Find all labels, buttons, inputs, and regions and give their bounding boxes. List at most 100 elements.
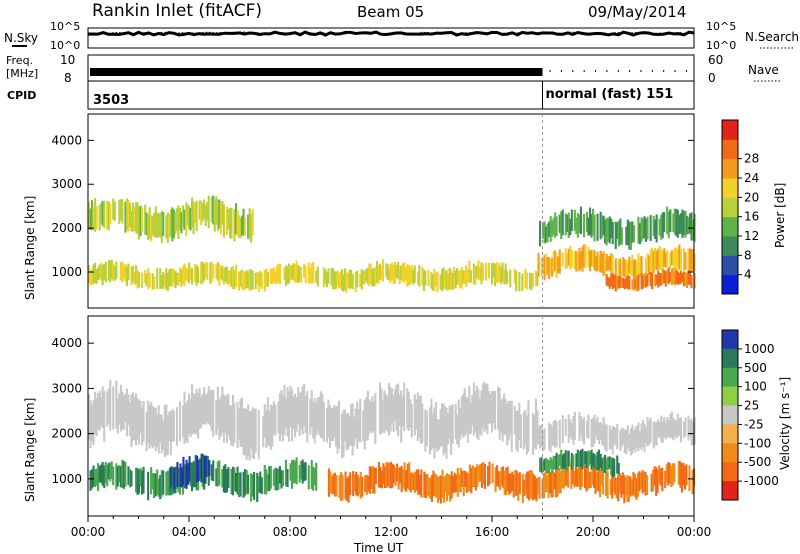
heat-cell [235,473,238,492]
heat-cell [170,466,173,488]
x-tick-label: 20:00 [576,525,611,539]
heat-cell [365,474,368,495]
heat-cell [619,276,622,288]
heat-cell [534,398,537,450]
heat-cell [259,270,262,287]
heat-cell [643,272,646,288]
heat-cell [218,460,221,486]
heat-cell [295,396,298,432]
heat-cell [399,467,402,484]
heat-cell [676,413,679,437]
heat-cell [142,466,145,494]
heat-cell [573,251,576,269]
heat-cell [637,274,640,291]
heat-cell [629,259,632,276]
heat-cell [599,250,602,273]
heat-cell [444,475,447,492]
heat-cell [203,263,206,281]
heat-cell [614,275,617,292]
heat-cell [131,392,134,441]
heat-cell [322,267,325,288]
heat-cell [410,265,413,283]
heat-cell [561,252,564,267]
heat-cell [456,414,459,444]
heat-cell [683,465,686,490]
x-tick-label: 00:00 [677,525,712,539]
heat-cell [218,399,221,440]
heat-cell [310,390,313,428]
heat-cell [250,410,253,449]
heat-cell [560,211,563,240]
heat-cell [617,474,620,502]
heat-cell [250,269,253,290]
heat-cell [127,263,130,280]
colorbar-swatch [722,348,738,369]
heat-cell [89,270,92,286]
heat-cell [172,269,175,284]
heat-cell [614,221,617,249]
heat-cell [391,262,394,280]
heat-cell [608,277,611,289]
heat-cell [294,264,297,283]
heat-cell [616,222,619,239]
colorbar-tick-label: -25 [744,417,764,431]
heat-cell [169,411,172,456]
heat-cell [176,462,179,488]
heat-cell [122,461,125,489]
heat-cell [592,208,595,235]
heat-cell [613,426,616,444]
heat-cell [491,263,494,285]
heat-cell [216,262,219,281]
heat-cell [109,380,112,431]
heat-cell [393,465,396,483]
heat-cell [396,463,399,482]
heat-cell [138,469,141,494]
heat-cell [566,253,569,268]
heat-cell [640,272,643,290]
heat-cell [351,273,354,290]
heat-cell [560,449,563,470]
heat-cell [392,395,395,432]
heat-cell [625,259,628,282]
heat-cell [652,215,655,236]
heat-cell [504,263,507,285]
heat-cell [242,208,245,236]
heat-cell [503,393,506,435]
heat-cell [410,403,413,438]
heat-cell [619,218,622,245]
heat-cell [130,470,133,487]
heat-cell [153,276,156,290]
heat-cell [335,475,338,497]
heat-cell [278,466,281,484]
heat-cell [572,416,575,445]
heat-cell [284,398,287,428]
heat-cell [362,410,365,442]
heat-cell [454,270,457,289]
heat-cell [180,269,183,287]
heat-cell [610,253,613,279]
heat-cell [147,471,150,501]
heat-cell [262,416,265,448]
heat-cell [628,256,631,274]
heat-cell [160,414,163,454]
heat-cell [556,467,559,497]
colorbar-swatch [722,330,738,350]
heat-cell [433,407,436,459]
heat-cell [231,466,234,496]
heat-cell [100,203,103,224]
heat-cell [610,274,613,287]
heat-cell [601,253,604,273]
heat-cell [325,407,328,443]
heat-cell [648,420,651,445]
heat-cell [654,248,657,270]
heat-cell [583,465,586,489]
heat-cell [398,394,401,426]
heat-cell [221,386,224,434]
heat-cell [658,465,661,484]
heat-cell [673,271,676,286]
heat-cell [413,265,416,283]
heat-cell [400,265,403,281]
heat-cell [521,273,524,291]
heat-cell [263,269,266,292]
heat-cell [656,469,659,493]
